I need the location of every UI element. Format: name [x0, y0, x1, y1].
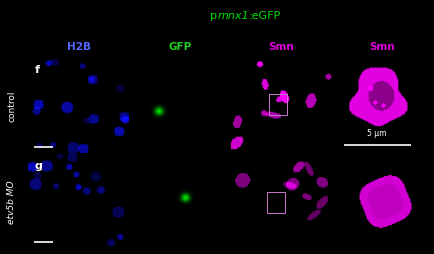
Bar: [268, 94, 286, 116]
Text: :eGFP: :eGFP: [248, 11, 280, 21]
Text: Smn: Smn: [368, 42, 394, 52]
Text: GFP: GFP: [168, 42, 191, 52]
Text: f: f: [34, 65, 39, 75]
Text: p: p: [210, 11, 217, 21]
Text: etv5b MO: etv5b MO: [7, 180, 16, 223]
Text: g: g: [34, 160, 42, 170]
Text: mnx1: mnx1: [217, 11, 249, 21]
Text: Smn: Smn: [268, 42, 293, 52]
Text: 5 μm: 5 μm: [367, 129, 386, 137]
Text: H2B: H2B: [67, 42, 91, 52]
Bar: [266, 192, 285, 213]
Text: control: control: [7, 90, 16, 122]
